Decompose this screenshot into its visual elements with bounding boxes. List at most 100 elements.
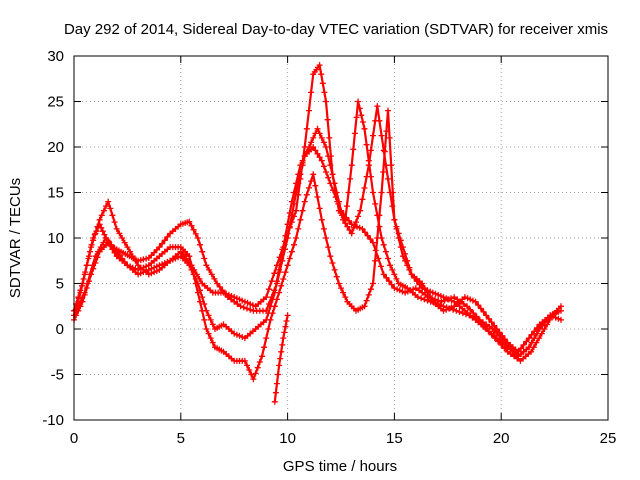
data-point-marker xyxy=(247,301,254,307)
data-point-marker xyxy=(331,266,338,273)
data-point-marker xyxy=(207,335,214,342)
data-point-marker xyxy=(121,239,128,246)
data-point-marker xyxy=(86,253,92,260)
data-point-marker xyxy=(299,157,306,164)
data-point-marker xyxy=(108,241,115,248)
y-tick-label: 10 xyxy=(47,230,64,247)
data-point-marker xyxy=(244,305,250,312)
data-point-marker xyxy=(113,225,120,232)
data-point-marker xyxy=(306,184,312,191)
data-point-marker xyxy=(539,322,546,329)
data-point-marker xyxy=(528,348,535,355)
data-point-marker xyxy=(96,216,103,223)
data-point-marker xyxy=(327,162,334,169)
data-point-marker xyxy=(121,258,128,265)
data-point-marker xyxy=(338,285,344,292)
data-point-marker xyxy=(87,271,93,278)
data-point-marker xyxy=(396,287,403,294)
data-point-marker xyxy=(236,332,243,339)
x-tick-label: 0 xyxy=(70,430,78,447)
data-point-marker xyxy=(199,248,206,255)
data-point-marker xyxy=(346,217,352,224)
data-point-marker xyxy=(318,157,325,164)
data-point-marker xyxy=(418,295,425,302)
data-point-marker xyxy=(528,339,535,346)
data-point-marker xyxy=(97,244,104,251)
data-point-marker xyxy=(325,244,332,251)
data-point-marker xyxy=(518,345,524,352)
y-tick-label: 20 xyxy=(47,139,64,156)
data-point-marker xyxy=(286,210,293,216)
data-point-marker xyxy=(448,297,455,304)
data-point-marker xyxy=(348,162,355,169)
data-point-marker xyxy=(301,153,308,160)
data-point-marker xyxy=(81,271,88,278)
data-point-marker xyxy=(284,221,291,228)
data-point-marker xyxy=(421,296,428,303)
data-point-marker xyxy=(310,134,317,141)
data-point-marker xyxy=(175,254,182,261)
x-tick-labels: 0 5 10 15 20 25 xyxy=(70,430,617,447)
data-point-marker xyxy=(268,278,275,285)
data-point-marker xyxy=(501,336,508,343)
data-point-marker xyxy=(361,125,368,132)
data-point-marker xyxy=(192,275,199,282)
data-point-marker xyxy=(429,289,436,296)
data-point-marker xyxy=(103,235,109,241)
data-point-marker xyxy=(129,253,136,260)
data-point-marker xyxy=(414,294,421,301)
data-point-marker xyxy=(241,357,248,364)
data-point-marker xyxy=(402,250,409,257)
data-point-marker xyxy=(89,262,96,269)
data-point-marker xyxy=(391,216,398,223)
data-point-marker xyxy=(295,191,302,198)
data-point-marker xyxy=(389,203,396,210)
data-point-marker xyxy=(424,297,431,304)
data-point-marker xyxy=(197,241,203,248)
data-point-marker xyxy=(282,269,289,276)
y-tick-labels: -10 -5 0 5 10 15 20 25 30 xyxy=(42,48,64,429)
data-point-marker xyxy=(140,269,147,276)
data-point-marker xyxy=(107,205,114,212)
data-point-marker xyxy=(312,182,319,189)
data-point-marker xyxy=(467,296,474,303)
data-point-marker xyxy=(385,175,391,182)
data-point-marker xyxy=(325,174,332,181)
data-point-marker xyxy=(203,262,210,269)
data-point-marker xyxy=(167,257,174,264)
data-point-marker xyxy=(111,245,117,252)
data-point-marker xyxy=(443,306,450,313)
data-point-marker xyxy=(493,326,500,332)
data-point-marker xyxy=(308,89,315,96)
series-group xyxy=(71,62,564,405)
data-point-marker xyxy=(148,265,155,272)
data-point-marker xyxy=(399,244,406,251)
data-point-marker xyxy=(186,218,193,225)
data-point-marker xyxy=(361,303,368,310)
data-point-marker xyxy=(201,316,208,323)
data-point-marker xyxy=(271,270,278,277)
data-point-marker xyxy=(116,252,123,259)
data-point-marker xyxy=(325,153,332,160)
data-point-marker xyxy=(323,144,329,150)
data-point-marker xyxy=(151,264,158,271)
data-point-marker xyxy=(164,233,171,240)
data-point-marker xyxy=(361,185,368,191)
series-trace-d xyxy=(71,103,562,360)
data-point-marker xyxy=(480,308,487,315)
data-point-marker xyxy=(208,271,215,278)
data-point-marker xyxy=(388,162,395,169)
data-point-marker xyxy=(119,255,126,262)
data-point-marker xyxy=(464,303,470,310)
data-point-marker xyxy=(346,227,353,233)
data-point-marker xyxy=(350,146,357,153)
data-point-marker xyxy=(488,319,495,326)
data-point-marker xyxy=(460,301,467,307)
data-point-marker xyxy=(376,212,383,219)
data-point-marker xyxy=(231,330,238,337)
data-point-marker xyxy=(367,236,374,243)
data-point-marker xyxy=(124,244,131,251)
data-point-marker xyxy=(326,134,333,141)
data-point-marker xyxy=(186,262,193,269)
